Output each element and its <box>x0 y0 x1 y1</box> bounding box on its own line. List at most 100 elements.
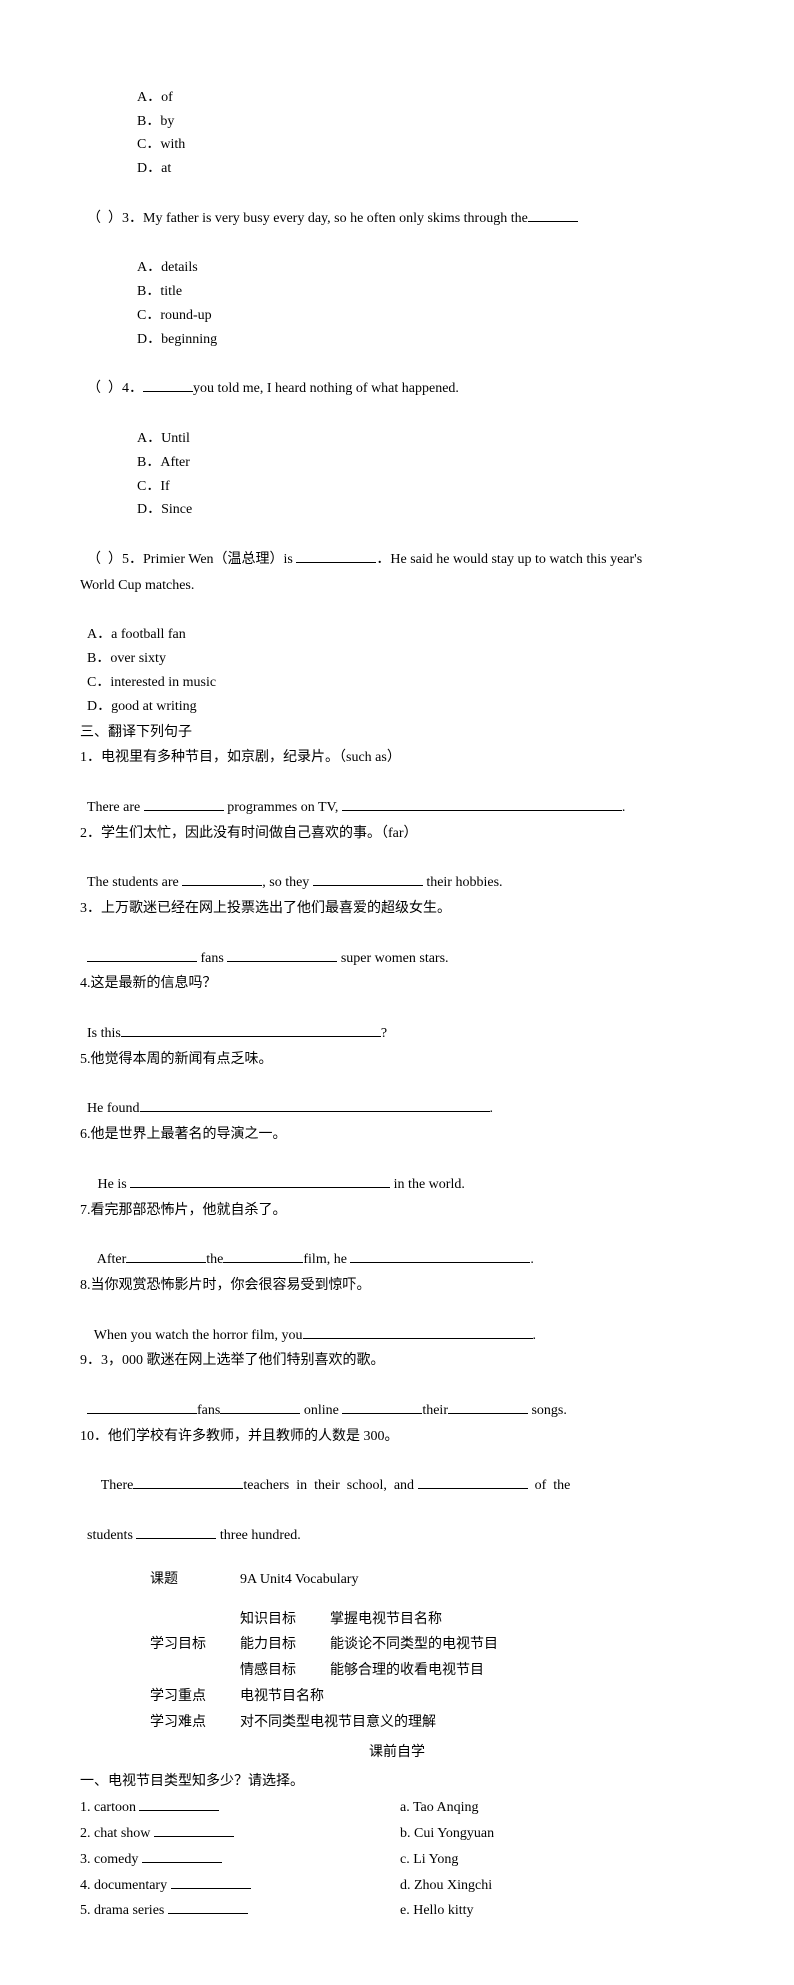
match-left-3: 3. comedy <box>80 1852 142 1867</box>
match-title: 一、电视节目类型知多少？请选择。 <box>80 1770 714 1794</box>
q2-option-d: D．at <box>137 157 171 181</box>
t10-blank3[interactable] <box>136 1538 216 1539</box>
match-blank-3[interactable] <box>142 1862 222 1863</box>
t2-line2[interactable]: The students are , so they their hobbies… <box>80 848 714 896</box>
q4-stem[interactable]: （ ）4．you told me, I heard nothing of wha… <box>80 354 714 402</box>
q5-option-a: A．a football fan <box>87 623 186 647</box>
q2-options: A．of B．by C．with D．at <box>80 62 714 181</box>
t10-line1: 10．他们学校有许多教师，并且教师的人数是 300。 <box>80 1425 714 1449</box>
t3-blank2[interactable] <box>227 961 337 962</box>
t7-blank3[interactable] <box>350 1262 530 1263</box>
q3-option-a: A．details <box>137 256 198 280</box>
q4-option-a: A．Until <box>137 427 190 451</box>
t9-blank1[interactable] <box>87 1413 197 1414</box>
q4-option-d: D．Since <box>137 498 192 522</box>
q3-stem[interactable]: （ ）3．My father is very busy every day, s… <box>80 183 714 231</box>
t4-line2[interactable]: Is this? <box>80 998 714 1046</box>
t5-line2[interactable]: He found. <box>80 1074 714 1122</box>
q4-blank[interactable] <box>143 391 193 392</box>
q5-stem-line1[interactable]: （ ）5．Primier Wen（温总理）is ．He said he woul… <box>80 524 714 572</box>
q3-option-b: B．title <box>137 280 182 304</box>
match-blank-5[interactable] <box>168 1913 248 1914</box>
t2-blank1[interactable] <box>182 885 262 886</box>
t1-line2[interactable]: There are programmes on TV, . <box>80 772 714 820</box>
q2-option-a: A．of <box>137 86 173 110</box>
knowledge-label: 知识目标 <box>240 1608 330 1632</box>
goal-label: 学习目标 <box>150 1633 240 1657</box>
t8-line2[interactable]: When you watch the horror film, you. <box>80 1300 714 1348</box>
q5-blank[interactable] <box>296 562 376 563</box>
match-right-4: d. Zhou Xingchi <box>400 1874 714 1898</box>
match-left-2: 2. chat show <box>80 1826 154 1841</box>
t4-blank[interactable] <box>121 1036 381 1037</box>
q3-options: A．details B．title C．round-up D．beginning <box>80 233 714 352</box>
t3-line2[interactable]: fans super women stars. <box>80 923 714 971</box>
q3-blank[interactable] <box>528 221 578 222</box>
t9-blank3[interactable] <box>342 1413 422 1414</box>
t8-blank[interactable] <box>303 1338 533 1339</box>
t10-line3[interactable]: students three hundred. <box>80 1500 714 1548</box>
match-blank-4[interactable] <box>171 1888 251 1889</box>
emotion-text: 能够合理的收看电视节目 <box>330 1659 714 1683</box>
match-right-1: a. Tao Anqing <box>400 1796 714 1820</box>
knowledge-text: 掌握电视节目名称 <box>330 1608 714 1632</box>
match-row-2: 2. chat show b. Cui Yongyuan <box>80 1822 714 1846</box>
t2-blank2[interactable] <box>313 885 423 886</box>
focus-label: 学习重点 <box>150 1685 240 1709</box>
ability-text: 能谈论不同类型的电视节目 <box>330 1633 714 1657</box>
match-row-5: 5. drama series e. Hello kitty <box>80 1899 714 1923</box>
match-right-3: c. Li Yong <box>400 1848 714 1872</box>
match-left-5: 5. drama series <box>80 1903 168 1918</box>
t5-blank[interactable] <box>140 1111 490 1112</box>
t9-line2[interactable]: fans online their songs. <box>80 1375 714 1423</box>
lesson-block: 课题 9A Unit4 Vocabulary 知识目标 掌握电视节目名称 学习目… <box>150 1568 714 1735</box>
t4-line1: 4.这是最新的信息吗？ <box>80 972 714 996</box>
q3-option-c: C．round-up <box>137 304 212 328</box>
lesson-title-label: 课题 <box>150 1568 240 1592</box>
section3-title: 三、翻译下列句子 <box>80 721 714 745</box>
t7-blank1[interactable] <box>126 1262 206 1263</box>
difficulty-label: 学习难点 <box>150 1711 240 1735</box>
q2-option-c: C．with <box>137 133 185 157</box>
t10-line2[interactable]: Thereteachers in their school, and of th… <box>80 1451 714 1499</box>
t9-line1: 9．3，000 歌迷在网上选举了他们特别喜欢的歌。 <box>80 1349 714 1373</box>
t7-blank2[interactable] <box>223 1262 303 1263</box>
t10-blank2[interactable] <box>418 1488 528 1489</box>
t9-blank4[interactable] <box>448 1413 528 1414</box>
focus-text: 电视节目名称 <box>240 1685 714 1709</box>
match-list: 1. cartoon a. Tao Anqing 2. chat show b.… <box>80 1796 714 1923</box>
match-left-1: 1. cartoon <box>80 1800 139 1815</box>
t5-line1: 5.他觉得本周的新闻有点乏味。 <box>80 1048 714 1072</box>
match-row-4: 4. documentary d. Zhou Xingchi <box>80 1874 714 1898</box>
q5-option-b: B．over sixty <box>87 647 166 671</box>
emotion-label: 情感目标 <box>240 1659 330 1683</box>
t8-line1: 8.当你观赏恐怖影片时，你会很容易受到惊吓。 <box>80 1274 714 1298</box>
t1-blank1[interactable] <box>144 810 224 811</box>
t3-line1: 3．上万歌迷已经在网上投票选出了他们最喜爱的超级女生。 <box>80 897 714 921</box>
t2-line1: 2．学生们太忙，因此没有时间做自己喜欢的事。（far） <box>80 822 714 846</box>
match-blank-2[interactable] <box>154 1836 234 1837</box>
match-right-5: e. Hello kitty <box>400 1899 714 1923</box>
q5-option-c: C．interested in music <box>87 671 216 695</box>
t9-blank2[interactable] <box>220 1413 300 1414</box>
t6-line2[interactable]: He is in the world. <box>80 1149 714 1197</box>
t1-blank2[interactable] <box>342 810 622 811</box>
t7-line2[interactable]: Afterthefilm, he . <box>80 1224 714 1272</box>
t3-blank1[interactable] <box>87 961 197 962</box>
q4-options: A．Until B．After C．If D．Since <box>80 403 714 522</box>
match-row-3: 3. comedy c. Li Yong <box>80 1848 714 1872</box>
match-blank-1[interactable] <box>139 1810 219 1811</box>
match-left-4: 4. documentary <box>80 1878 171 1893</box>
match-row-1: 1. cartoon a. Tao Anqing <box>80 1796 714 1820</box>
q4-option-b: B．After <box>137 451 190 475</box>
q5-stem-line2: World Cup matches. <box>80 574 714 598</box>
q2-option-b: B．by <box>137 110 174 134</box>
difficulty-text: 对不同类型电视节目意义的理解 <box>240 1711 714 1735</box>
lesson-title: 9A Unit4 Vocabulary <box>240 1568 714 1592</box>
q5-option-d: D．good at writing <box>87 695 197 719</box>
t6-blank[interactable] <box>130 1187 390 1188</box>
ability-label: 能力目标 <box>240 1633 330 1657</box>
t10-blank1[interactable] <box>133 1488 243 1489</box>
match-right-2: b. Cui Yongyuan <box>400 1822 714 1846</box>
q5-options: A．a football fan B．over sixty C．interest… <box>80 600 714 719</box>
